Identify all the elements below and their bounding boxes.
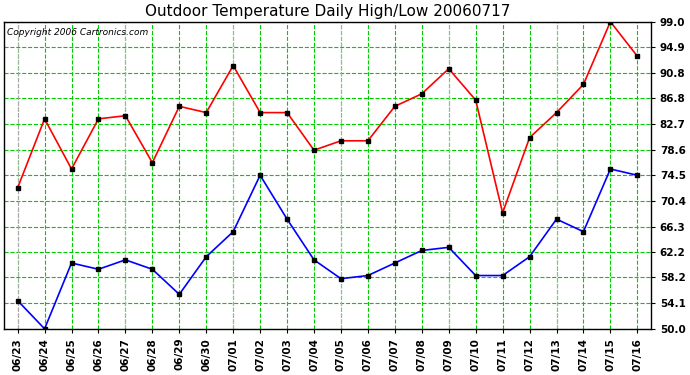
Text: Copyright 2006 Cartronics.com: Copyright 2006 Cartronics.com	[8, 28, 148, 37]
Title: Outdoor Temperature Daily High/Low 20060717: Outdoor Temperature Daily High/Low 20060…	[145, 4, 510, 19]
